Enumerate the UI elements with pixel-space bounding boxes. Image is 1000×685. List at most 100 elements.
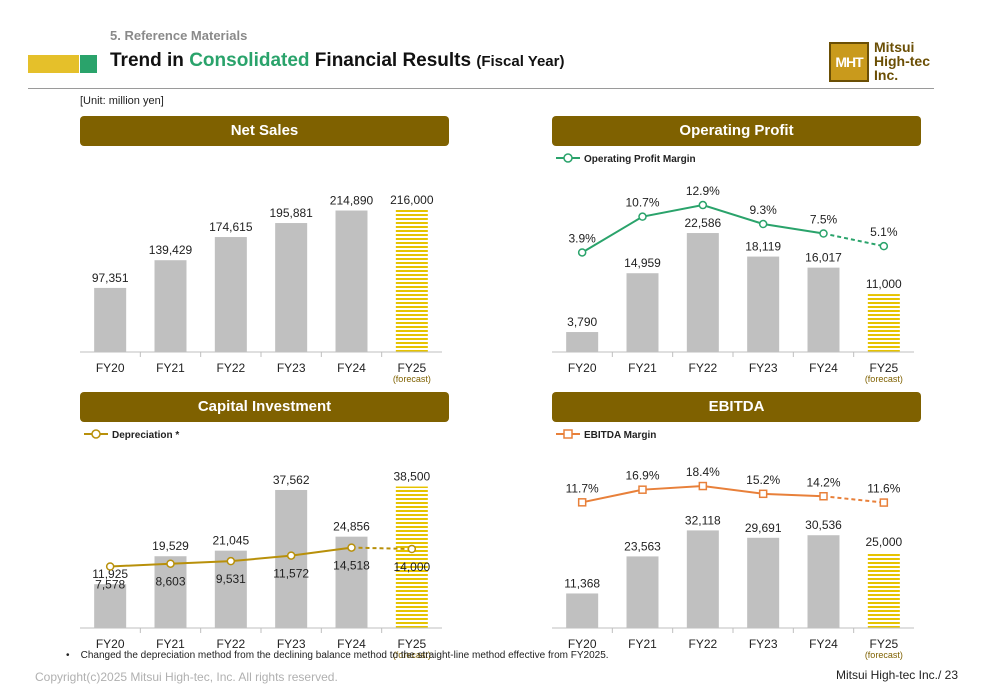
line-point [758,489,768,499]
line-point [819,229,828,238]
x-tick-label: FY24 [337,361,366,375]
logo-line-2: High-tec [874,53,930,69]
ebitda-panel: EBITDA EBITDA Margin 11,368 FY20 23,563 FY21… [552,392,924,660]
line-label: 12.9% [686,184,720,198]
x-tick-note: (forecast) [393,650,431,660]
operating-profit-panel: Operating Profit Operating Profit Margin… [552,116,924,384]
x-tick-note: (forecast) [865,650,903,660]
x-tick-label: FY25 [869,637,898,651]
line-point [347,543,356,552]
legend-marker [91,429,101,439]
line-label: 11.7% [566,481,599,495]
bar-fy20 [94,287,127,352]
line-point [577,248,587,257]
bar-fy25 [395,486,428,628]
bar-fy25 [867,294,900,352]
unit-label: [Unit: million yen] [80,95,164,107]
line-point [407,544,417,554]
bar-label: 174,615 [209,220,253,234]
bar-label: 97,351 [92,271,129,285]
line-label: 14,518 [333,559,370,573]
bar-label: 11,368 [564,576,600,590]
x-tick-note: (forecast) [865,374,903,384]
line-point [105,562,115,571]
bar-label: 38,500 [393,470,430,484]
capital-investment-chart: Depreciation * 11,925 FY20 19,529 FY21 21,045… [80,429,442,660]
bar-label: 16,017 [805,251,842,265]
accent-bar-green [80,55,97,73]
x-tick-label: FY22 [216,637,245,651]
bar-fy24 [335,210,368,352]
line-point [226,556,236,566]
page-title: Trend in Consolidated Financial Results … [110,50,564,72]
logo-mark: MHT [829,42,869,82]
x-tick-label: FY25 [397,637,426,651]
logo-line-3: Inc. [874,67,899,83]
bar-fy24 [807,535,840,628]
line-point [758,219,768,229]
header-divider [28,88,934,89]
x-tick-label: FY22 [216,361,245,375]
line-point [879,498,889,507]
bar-fy22 [214,237,247,352]
line-label: 3.9% [568,231,596,245]
bar-fy24 [335,536,368,628]
x-tick-label: FY21 [156,361,185,375]
line-point [698,200,708,210]
x-tick-label: FY22 [688,361,717,375]
bar-fy25 [395,209,428,352]
line-label: 18.4% [686,465,720,479]
operating-profit-chart: Operating Profit Margin 3,790 FY20 14,959 FY… [552,153,914,384]
bar-label: 19,529 [152,539,189,553]
line-label: 9.3% [749,203,777,217]
x-tick-label: FY23 [749,361,778,375]
bar-fy22 [686,530,719,628]
logo-line-1: Mitsui [874,39,915,55]
x-tick-label: FY20 [96,361,125,375]
line-point [577,498,587,507]
accent-bar-yellow [28,55,79,73]
title-part-2: Financial Results [309,50,477,71]
line-label: 11.6% [867,482,900,496]
section-label: 5. Reference Materials [110,28,248,43]
bar-label: 25,000 [865,535,902,549]
x-tick-label: FY24 [809,361,838,375]
net-sales-title: Net Sales [80,116,449,146]
bar-label: 11,925 [92,567,128,581]
net-sales-chart: 97,351 FY20 139,429 FY21 174,615 FY22 195,881 F… [80,193,442,384]
x-tick-label: FY23 [277,361,306,375]
bar-label: 32,118 [685,513,721,527]
bar-label: 24,856 [333,520,370,534]
logo-text: Mitsui High-tec Inc. [874,40,930,82]
bar-label: 37,562 [273,473,310,487]
x-tick-note: (forecast) [393,374,431,384]
line-label: 7.5% [810,213,838,227]
bar-label: 216,000 [390,193,434,207]
title-sub: (Fiscal Year) [476,53,565,70]
line-label: 5.1% [870,225,898,239]
series-line-forecast [823,232,885,248]
title-highlight: Consolidated [189,50,310,71]
bar-fy21 [154,260,187,352]
line-label: 14,000 [393,560,430,574]
operating-profit-title: Operating Profit [552,116,921,146]
bar-fy20 [566,593,599,628]
ebitda-chart: EBITDA Margin 11,368 FY20 23,563 FY21 32,118 F… [552,429,914,660]
line-point [879,241,889,251]
x-tick-label: FY20 [568,361,597,375]
legend-marker [563,153,573,163]
line-label: 7,578 [95,577,125,591]
page-number: Mitsui High-tec Inc./ 23 [835,668,958,682]
line-point [166,559,175,568]
line-label: 11,572 [273,567,309,581]
bar-label: 23,563 [624,539,661,553]
bar-label: 30,536 [805,518,842,532]
bar-fy23 [747,537,780,628]
company-logo: MHT Mitsui High-tec Inc. [829,40,937,86]
bar-fy25 [867,552,900,628]
line-point [638,212,647,221]
copyright: Copyright(c)2025 Mitsui High-tec, Inc. A… [35,670,338,684]
title-part-1: Trend in [110,50,190,71]
line-point [286,551,296,560]
bar-fy20 [566,332,599,352]
